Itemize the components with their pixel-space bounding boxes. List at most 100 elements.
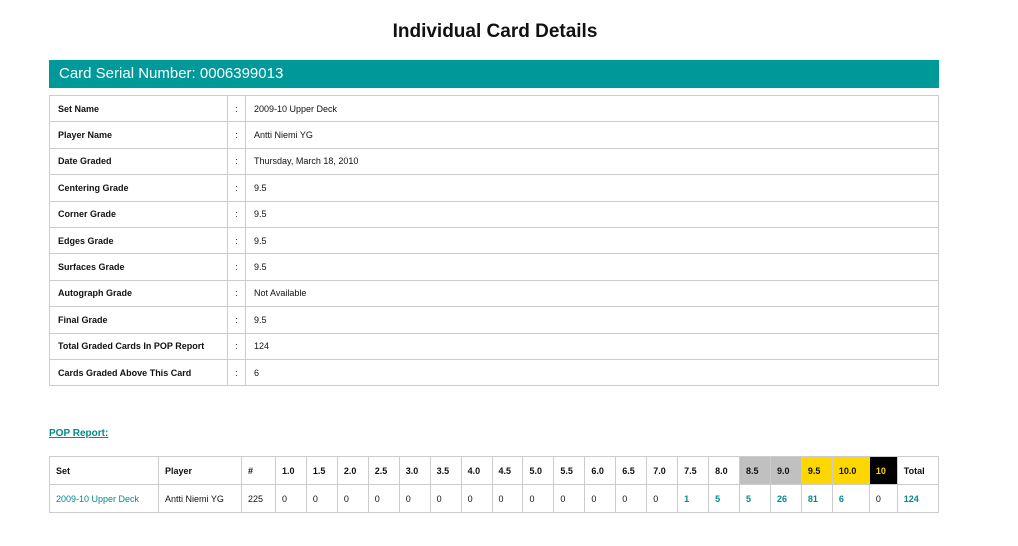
pop-cell: 0 [436,493,442,504]
detail-label: Final Grade [49,306,228,334]
detail-value: 9.5 [245,174,939,202]
colon: : [227,174,246,202]
pop-cell: 2009-10 Upper Deck [49,484,159,513]
pop-cell: 0 [622,493,628,504]
detail-row: Corner Grade:9.5 [49,200,939,228]
pop-header-10: 10 [868,456,898,485]
pop-header-6-5: 6.5 [615,456,648,485]
pop-report-link[interactable]: POP Report: [49,428,109,439]
set-link[interactable]: 2009-10 Upper Deck [56,493,140,504]
colon: : [227,121,246,149]
detail-label: Cards Graded Above This Card [49,358,228,387]
pop-header-9-5: 9.5 [800,456,833,485]
pop-count-link[interactable]: 124 [903,493,919,504]
pop-header-player: Player [158,456,242,485]
pop-count-link[interactable]: 6 [838,493,844,504]
pop-cell: 0 [868,484,898,513]
pop-header-num: # [241,456,276,485]
pop-count-link[interactable]: 26 [776,493,787,504]
pop-cell: 225 [241,484,276,513]
pop-cell: Antti Niemi YG [158,484,242,513]
detail-label: Corner Grade [49,200,228,228]
pop-header-row: Set Player #1.0 1.5 2.0 2.5 3.0 3.5 4.0 4.5 5.0 5.5… [49,456,940,485]
detail-row: Surfaces Grade:9.5 [49,253,939,281]
pop-header-7-0: 7.0 [646,456,679,485]
pop-header-4-5: 4.5 [491,456,524,485]
pop-header-1-5: 1.5 [305,456,338,485]
detail-label: Autograph Grade [49,279,228,308]
pop-count-link[interactable]: 1 [684,493,690,504]
pop-header-7-5: 7.5 [677,456,710,485]
pop-header-3-0: 3.0 [398,456,431,485]
pop-cell: 0 [374,493,380,504]
pop-cell: 0 [343,493,349,504]
pop-header-3-5: 3.5 [429,456,462,485]
pop-cell: 0 [875,493,881,504]
detail-row: Final Grade:9.5 [49,306,939,334]
detail-row: Date Graded: Thursday, March 18, 2010 [49,147,939,176]
pop-header-4-0: 4.0 [460,456,493,485]
pop-header-8-5: 8.5 [739,456,771,485]
pop-cell: 0 [553,484,586,513]
colon: : [227,200,246,228]
detail-row: Total Graded Cards In POP Report:124 [49,332,939,360]
pop-cell: 5 [708,484,741,513]
detail-label: Centering Grade [49,174,228,202]
pop-cell: 0 [646,484,679,513]
card-details-table: Set Name:2009-10 Upper Deck Player Name: A… [49,94,939,387]
pop-cell: 0 [398,484,431,513]
colon: : [227,332,246,360]
pop-report-table: Set Player #1.0 1.5 2.0 2.5 3.0 3.5 4.0 4.5 5.0 5.5… [49,456,940,513]
pop-header-2-0: 2.0 [336,456,369,485]
pop-cell: 0 [460,484,493,513]
pop-count-link[interactable]: 5 [746,493,752,504]
pop-cell: 0 [529,493,535,504]
detail-value: 9.5 [245,306,939,334]
detail-row: Cards Graded Above This Card:6 [49,358,939,387]
pop-cell: 81 [800,484,833,513]
detail-value: Not Available [245,279,939,308]
pop-cell: 6 [831,484,870,513]
colon: : [227,147,246,176]
detail-row: Player Name: Antti Niemi YG [49,121,939,149]
pop-header-set: Set [49,456,159,485]
pop-cell: 0 [560,493,566,504]
pop-cell: 1 [677,484,710,513]
colon: : [227,253,246,281]
detail-value: 9.5 [245,226,939,255]
detail-row: Set Name:2009-10 Upper Deck [49,94,939,123]
pop-header-total: Total [896,456,940,485]
pop-cell: 0 [429,484,462,513]
detail-row: Autograph Grade: Not Available [49,279,939,308]
detail-row: Centering Grade:9.5 [49,174,939,202]
pop-header-1-0: 1.0 [274,456,307,485]
pop-header-2-5: 2.5 [367,456,400,485]
detail-label: Total Graded Cards In POP Report [49,332,228,360]
colon: : [227,279,246,308]
pop-cell: 0 [312,493,318,504]
detail-label: Surfaces Grade [49,253,228,281]
pop-header-9-0: 9.0 [769,456,802,485]
pop-cell: 5 [739,484,771,513]
detail-value: 2009-10 Upper Deck [245,94,939,123]
page-title: Individual Card Details [392,21,598,42]
pop-cell: 0 [522,484,555,513]
pop-cell: 0 [653,493,659,504]
detail-row: Edges Grade:9.5 [49,226,939,255]
pop-cell: 26 [769,484,802,513]
serial-number-header: Card Serial Number: 0006399013 [49,60,939,88]
pop-count-link[interactable]: 81 [807,493,818,504]
pop-cell: 0 [274,484,307,513]
pop-cell: 0 [305,484,338,513]
detail-label: Player Name [49,121,228,149]
pop-cell: 0 [591,493,597,504]
detail-label: Edges Grade [49,226,228,255]
pop-cell: 124 [896,484,940,513]
pop-header-8-0: 8.0 [708,456,741,485]
pop-header-5-5: 5.5 [553,456,586,485]
pop-header-6-0: 6.0 [584,456,617,485]
detail-value: 6 [245,358,939,387]
pop-cell: Antti Niemi YG [165,493,224,504]
detail-value: 9.5 [245,253,939,281]
pop-count-link[interactable]: 5 [715,493,721,504]
